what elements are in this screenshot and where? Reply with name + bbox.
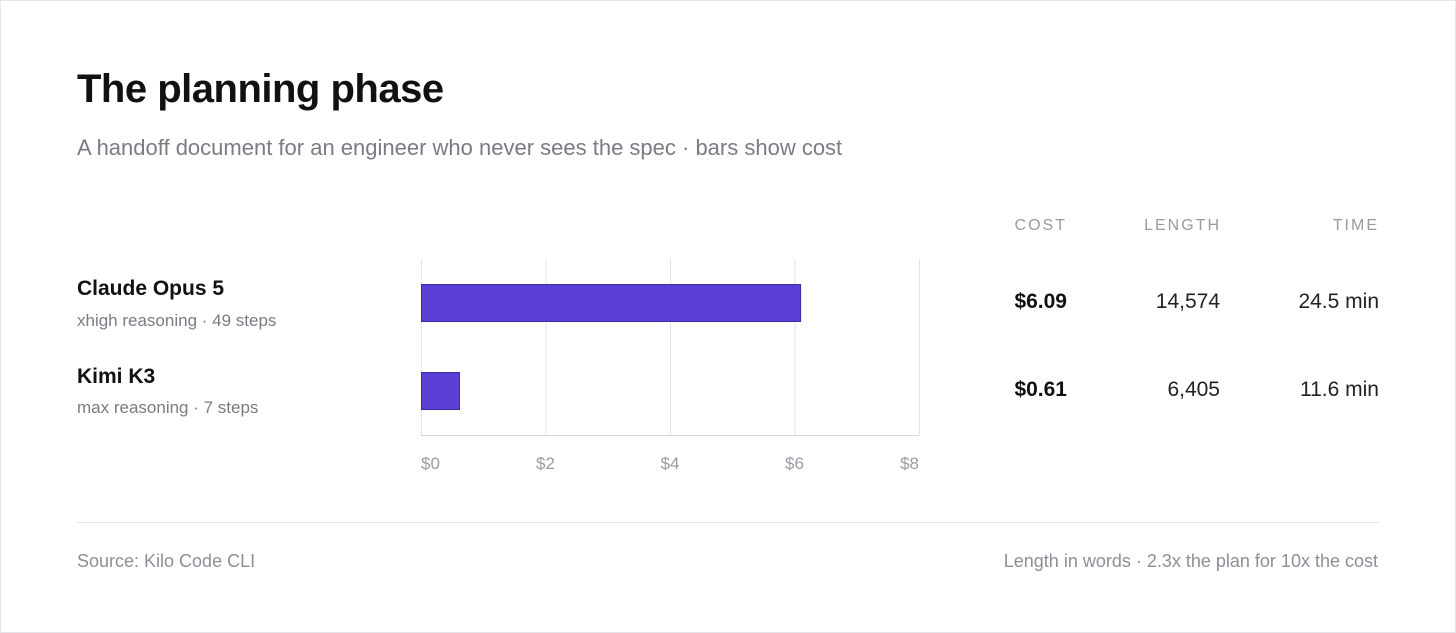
x-tick-label-4: $8 <box>900 454 919 473</box>
time-value-claude: 24.5 min <box>1298 290 1379 313</box>
length-value-kimi: 6,405 <box>1167 378 1220 401</box>
model-detail-kimi: max reasoning · 7 steps <box>77 398 259 417</box>
model-name-claude: Claude Opus 5 <box>77 277 225 300</box>
chart-title: The planning phase <box>77 67 444 111</box>
column-header-time: TIME <box>1332 217 1379 234</box>
x-tick-label-2: $4 <box>661 454 680 473</box>
time-value-kimi: 11.6 min <box>1300 378 1379 401</box>
bar-kimi-k3 <box>421 372 460 410</box>
column-header-cost: COST <box>1014 217 1067 234</box>
x-tick-label-3: $6 <box>785 454 804 473</box>
column-header-length: LENGTH <box>1144 217 1221 234</box>
cost-bar-chart: $0 $2 $4 $6 $8 <box>421 259 920 473</box>
cost-value-claude: $6.09 <box>1014 290 1067 313</box>
source-note: Source: Kilo Code CLI <box>77 551 256 571</box>
chart-subtitle: A handoff document for an engineer who n… <box>77 135 843 160</box>
footer-note: Length in words · 2.3x the plan for 10x … <box>1003 551 1378 571</box>
model-name-kimi: Kimi K3 <box>77 365 156 388</box>
bar-claude-opus-5 <box>421 284 802 322</box>
footer-divider <box>77 522 1379 523</box>
cost-value-kimi: $0.61 <box>1014 378 1067 401</box>
length-value-claude: 14,574 <box>1155 290 1220 313</box>
model-detail-claude: xhigh reasoning · 49 steps <box>77 311 277 330</box>
x-tick-label-1: $2 <box>536 454 555 473</box>
x-tick-label-0: $0 <box>421 454 440 473</box>
